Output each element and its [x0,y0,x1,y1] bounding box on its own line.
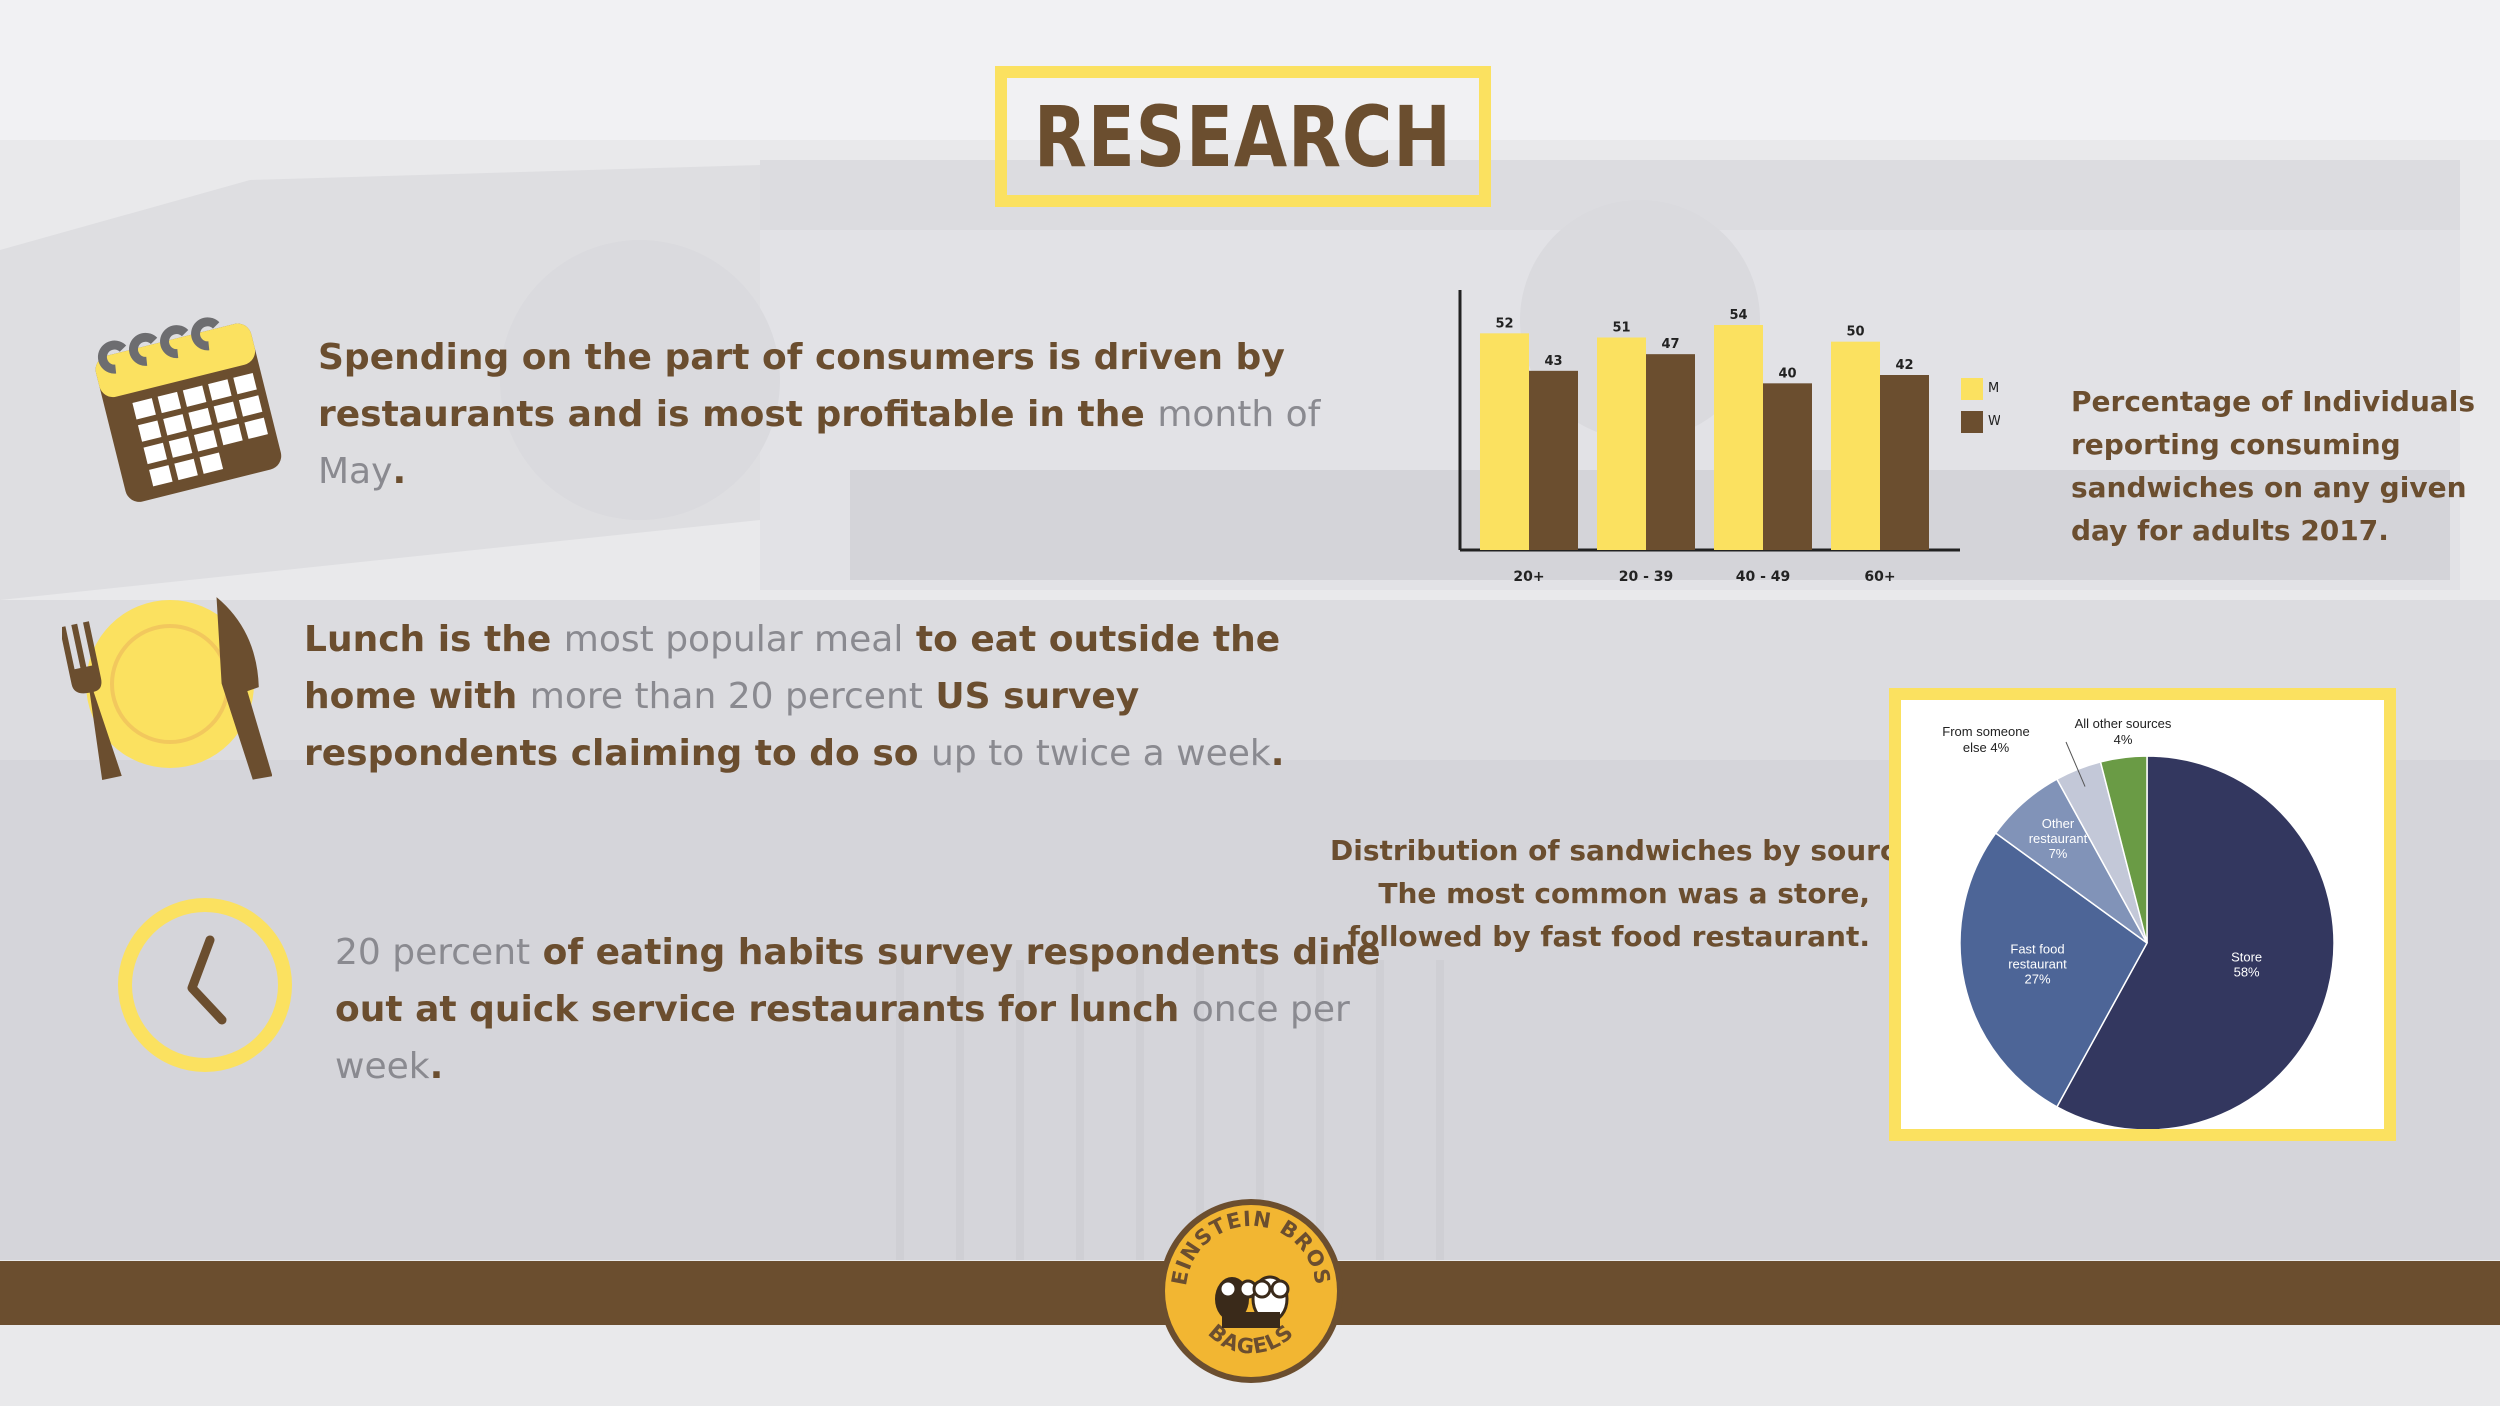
bar-women-0 [1529,370,1578,550]
pie-chart-frame: Store 58% Fast food restaurant 27% Other resta… [1889,688,2396,1141]
bar-value-label: 50 [1846,325,1864,340]
fact-2-text: Lunch is the most popular meal to eat ou… [304,619,1285,774]
bar-value-label: 40 [1778,366,1796,381]
bar-value-label: 52 [1495,316,1513,331]
pie-label: All other sources 4% [2075,716,2172,747]
page-title: RESEARCH [1034,87,1452,186]
title-frame: RESEARCH [995,66,1491,207]
bar-value-label: 47 [1661,337,1679,352]
pie-label: Store 58% [2231,950,2262,980]
bar-men-1 [1597,337,1646,550]
legend-label-men: Men [1988,381,2000,396]
bar-women-1 [1646,354,1695,550]
bar-chart: 52 43 20+ 51 47 20 - 39 54 40 40 - 49 50 42 60+ Men W… [1458,290,2000,585]
bar-value-label: 43 [1544,354,1562,369]
bar-value-label: 54 [1729,308,1747,323]
bar-men-2 [1714,325,1763,550]
calendar-icon [95,317,282,502]
pie-slice-fast-food-restaurant [1959,832,2148,1108]
pie-label: Fast food restaurant 27% [2008,941,2067,986]
clock-icon [118,898,292,1072]
bar-men-3 [1831,341,1880,550]
bar-chart-caption: Percentage of Individuals reporting cons… [2071,385,2476,547]
pie-chart: Store 58% Fast food restaurant 27% Other resta… [1942,716,2335,1131]
legend-swatch-women [1961,411,1983,433]
x-tick-label: 20+ [1513,569,1544,585]
pie-label: From someone else 4% [1942,724,2029,755]
legend-label-women: Women [1988,414,2000,429]
bar-women-3 [1880,375,1929,550]
legend-swatch-men [1961,378,1983,400]
pie-slice-all-other-sources [2099,755,2148,944]
bar-value-label: 51 [1612,321,1630,336]
x-tick-label: 20 - 39 [1619,569,1674,585]
x-tick-label: 60+ [1864,569,1895,585]
bar-men-0 [1480,333,1529,550]
einstein-bros-logo: EINSTEIN BROS BAGELS [1159,1199,1343,1383]
plate-fork-knife-icon [62,597,272,780]
fact-1-text: Spending on the part of consumers is dri… [318,337,1321,492]
pie-chart-caption: Distribution of sandwiches by source: Th… [1330,834,1927,953]
pie-leader-line [2065,741,2086,787]
fact-3-text: 20 percent of eating habits survey respo… [335,932,1381,1087]
pie-label: Other restaurant 7% [2029,816,2088,861]
bar-value-label: 42 [1895,358,1913,373]
x-tick-label: 40 - 49 [1736,569,1791,585]
bar-women-2 [1763,383,1812,550]
